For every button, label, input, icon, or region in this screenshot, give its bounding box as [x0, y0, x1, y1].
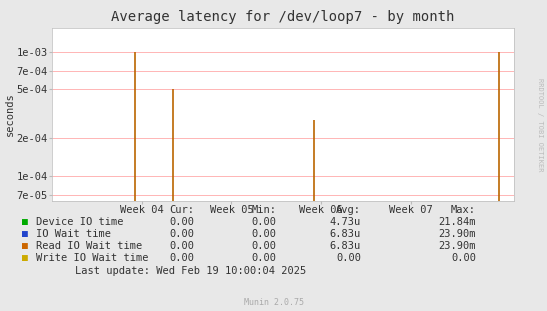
Text: Read IO Wait time: Read IO Wait time: [36, 241, 142, 251]
Text: 23.90m: 23.90m: [438, 229, 476, 239]
Text: Avg:: Avg:: [336, 205, 361, 215]
Text: 0.00: 0.00: [251, 253, 276, 262]
Text: 21.84m: 21.84m: [438, 217, 476, 227]
Text: ■: ■: [22, 241, 28, 251]
Text: Min:: Min:: [251, 205, 276, 215]
Text: RRDTOOL / TOBI OETIKER: RRDTOOL / TOBI OETIKER: [537, 78, 543, 171]
Text: Write IO Wait time: Write IO Wait time: [36, 253, 148, 262]
Text: 23.90m: 23.90m: [438, 241, 476, 251]
Text: 0.00: 0.00: [251, 241, 276, 251]
Text: Cur:: Cur:: [169, 205, 194, 215]
Text: Max:: Max:: [451, 205, 476, 215]
Text: 0.00: 0.00: [169, 229, 194, 239]
Text: IO Wait time: IO Wait time: [36, 229, 110, 239]
Text: ■: ■: [22, 229, 28, 239]
Text: 6.83u: 6.83u: [330, 229, 361, 239]
Y-axis label: seconds: seconds: [5, 92, 15, 136]
Text: ■: ■: [22, 217, 28, 227]
Text: 0.00: 0.00: [451, 253, 476, 262]
Text: Last update: Wed Feb 19 10:00:04 2025: Last update: Wed Feb 19 10:00:04 2025: [75, 266, 306, 276]
Text: 6.83u: 6.83u: [330, 241, 361, 251]
Text: 0.00: 0.00: [169, 253, 194, 262]
Text: Munin 2.0.75: Munin 2.0.75: [243, 298, 304, 307]
Text: 0.00: 0.00: [336, 253, 361, 262]
Text: 0.00: 0.00: [251, 229, 276, 239]
Title: Average latency for /dev/loop7 - by month: Average latency for /dev/loop7 - by mont…: [112, 10, 455, 24]
Text: Device IO time: Device IO time: [36, 217, 123, 227]
Text: 4.73u: 4.73u: [330, 217, 361, 227]
Text: 0.00: 0.00: [169, 241, 194, 251]
Text: ■: ■: [22, 253, 28, 262]
Text: 0.00: 0.00: [169, 217, 194, 227]
Text: 0.00: 0.00: [251, 217, 276, 227]
